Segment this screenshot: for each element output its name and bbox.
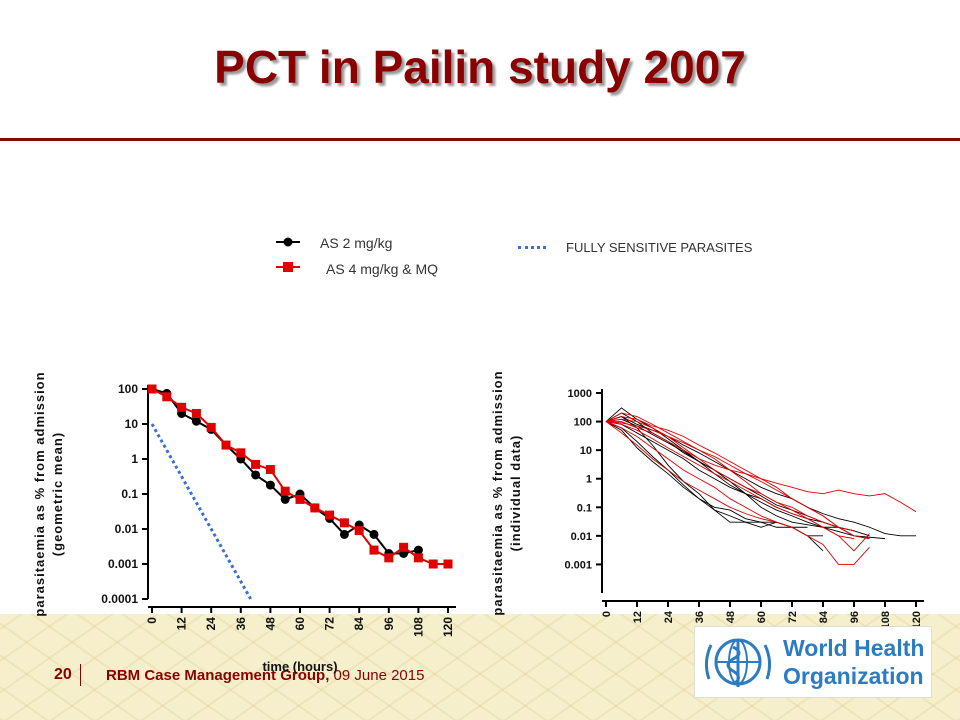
data-point	[399, 542, 409, 552]
data-point	[384, 553, 394, 563]
y-tick-label: 0.001	[108, 557, 138, 571]
data-point	[280, 494, 290, 504]
legend-reference-marker	[518, 246, 546, 249]
x-tick-label: 24	[204, 617, 218, 631]
x-tick-label: 120	[441, 617, 455, 637]
data-point	[191, 408, 201, 418]
y-tick-label: 0.01	[115, 522, 139, 536]
individual-patient-line	[605, 416, 808, 528]
right-chart: 1000 100 10 1 0.1 0.01 0.001 0 12 24 36 48 60 72 84 96 1…	[490, 370, 924, 668]
individual-patient-line	[605, 421, 824, 552]
individual-patient-line	[605, 421, 808, 537]
y-tick-label: 10	[125, 417, 139, 431]
data-point	[339, 529, 349, 539]
x-tick-label: 84	[818, 610, 830, 623]
x-tick-label: 96	[382, 617, 396, 631]
x-tick-label: 0	[145, 617, 159, 624]
y-tick-label: 1000	[568, 388, 592, 400]
data-point	[443, 559, 453, 569]
individual-patient-line	[605, 407, 886, 540]
x-tick-label: 48	[725, 611, 737, 623]
legend-marker-series2	[276, 262, 300, 272]
y-axis-label-line1: parasitaemia as % from admission	[32, 371, 47, 616]
x-tick-label: 24	[663, 610, 675, 623]
x-tick-label: 120	[911, 611, 923, 629]
individual-patient-line	[605, 421, 870, 552]
data-point	[191, 416, 201, 426]
x-tick-label: 60	[756, 611, 768, 623]
x-tick-label: 48	[263, 617, 277, 631]
data-point	[369, 529, 379, 539]
x-tick-label: 36	[694, 611, 706, 623]
data-point	[413, 545, 423, 555]
legend-label-reference: FULLY SENSITIVE PARASITES	[566, 240, 753, 255]
individual-patient-line	[605, 421, 870, 565]
y-axis-label-line2: (individual data)	[508, 435, 523, 552]
x-tick-label: 60	[293, 617, 307, 631]
data-point	[147, 384, 157, 394]
x-tick-label: 108	[411, 617, 425, 637]
x-tick-label: 0	[601, 611, 613, 617]
y-tick-label: 0.01	[571, 531, 592, 543]
y-tick-label: 0.001	[564, 559, 592, 571]
individual-patient-line	[605, 421, 855, 532]
data-point	[310, 503, 320, 513]
individual-patient-line	[605, 418, 855, 537]
slide-number: 20	[54, 666, 72, 683]
legend-label-series1: AS 2 mg/kg	[320, 235, 393, 251]
who-logo: World Health Organization	[694, 626, 932, 698]
y-tick-label: 0.1	[577, 502, 592, 514]
slide-title: PCT in Pailin study 2007	[214, 41, 746, 93]
individual-patient-line	[605, 421, 870, 540]
data-point	[369, 545, 379, 555]
data-point	[413, 553, 423, 563]
data-point	[280, 486, 290, 496]
x-tick-label: 72	[787, 611, 799, 623]
data-point	[295, 494, 305, 504]
y-tick-label: 0.0001	[101, 592, 138, 606]
y-tick-label: 100	[118, 382, 138, 396]
legend-label-series2: AS 4 mg/kg & MQ	[326, 261, 439, 277]
x-tick-label: 12	[632, 611, 644, 623]
data-point	[177, 402, 187, 412]
who-logo-line2: Organization	[783, 663, 924, 689]
data-point	[251, 459, 261, 469]
x-tick-label: 72	[323, 617, 337, 631]
title-divider	[0, 138, 960, 141]
data-point	[236, 448, 246, 458]
footer-text: RBM Case Management Group, 09 June 2015	[106, 667, 424, 684]
data-point	[265, 480, 275, 490]
y-tick-label: 100	[574, 417, 592, 429]
data-point	[339, 518, 349, 528]
data-point	[162, 392, 172, 402]
data-point	[206, 422, 216, 432]
footer-date: 09 June 2015	[333, 667, 425, 684]
y-tick-label: 0.1	[121, 487, 138, 501]
y-tick-label: 1	[586, 474, 592, 486]
left-chart: 100 10 1 0.1 0.01 0.001 0.0001 0 12 24 36 48 60 72 84 9…	[32, 371, 456, 674]
y-axis-label-line2: (geometric mean)	[50, 432, 65, 556]
x-tick-label: 84	[352, 617, 366, 631]
who-emblem-icon	[704, 638, 772, 687]
who-logo-line1: World Health	[783, 635, 925, 661]
x-tick-label: 96	[849, 611, 861, 623]
data-point	[325, 510, 335, 520]
legend-marker-series1	[276, 237, 300, 247]
individual-patient-line	[605, 412, 870, 540]
data-point	[265, 465, 275, 475]
data-point	[354, 526, 364, 536]
data-point	[221, 440, 231, 450]
y-tick-label: 1	[131, 452, 138, 466]
x-tick-label: 12	[175, 617, 189, 631]
x-axis-label: time (hours)	[262, 659, 337, 674]
footer-org: RBM Case Management Group,	[106, 667, 330, 684]
y-axis-label-line1: parasitaemia as % from admission	[490, 370, 505, 615]
data-point	[251, 470, 261, 480]
y-tick-label: 10	[580, 445, 592, 457]
x-tick-label: 36	[234, 617, 248, 631]
x-tick-label: 108	[880, 611, 892, 629]
slide-number-divider	[80, 664, 81, 686]
data-point	[428, 559, 438, 569]
